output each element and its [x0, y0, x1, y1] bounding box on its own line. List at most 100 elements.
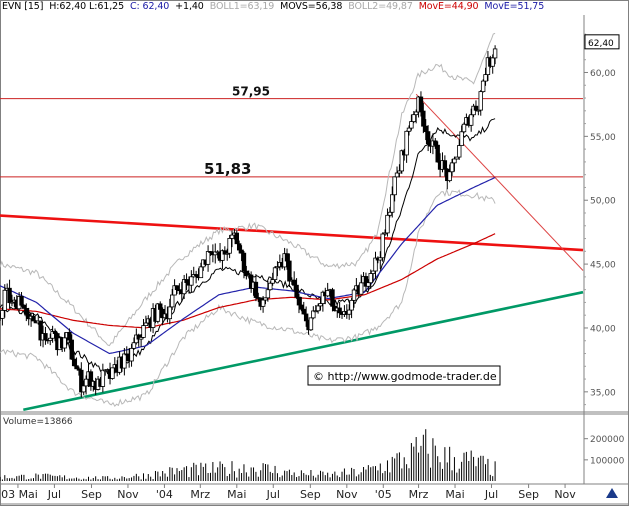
candle-body [313, 310, 318, 313]
candle-body [337, 307, 342, 314]
chart-header: EVN [15] H:62,40 L:61,25 C: 62,40 +1,40 … [2, 1, 547, 15]
header-change: +1,40 [175, 1, 204, 12]
candle-body [7, 287, 12, 304]
candle-body [143, 322, 149, 327]
candle-body [363, 276, 369, 287]
candle-body [449, 162, 455, 173]
candle-body [447, 171, 452, 182]
x-tick-label: Sep [518, 488, 539, 501]
candle-body [158, 303, 163, 310]
candle-body [0, 309, 5, 319]
x-tick-label: '03 Mai [0, 488, 38, 501]
candle-body [299, 304, 304, 310]
header-close: C: 62,40 [129, 1, 170, 12]
header-move-slow: MovE=44,90 [418, 1, 479, 12]
y-tick-label: 55,00 [590, 133, 616, 143]
x-tick-label: Nov [554, 488, 576, 501]
candle-body [270, 279, 275, 284]
x-tick-label: '04 [156, 488, 173, 501]
candle-body [181, 279, 187, 295]
move-slow-line [0, 233, 496, 329]
candle-body [234, 232, 239, 245]
candle-body [347, 309, 352, 315]
candle-body [19, 296, 24, 306]
candle-body [76, 368, 82, 371]
candle-body [43, 333, 48, 341]
candle-body [31, 315, 36, 322]
candle-body [253, 281, 259, 298]
candle-body [421, 110, 426, 127]
candle-body [122, 353, 127, 369]
candle-body [291, 279, 297, 286]
candle-body [461, 123, 467, 133]
candle-body [9, 301, 15, 304]
candle-body [24, 308, 29, 315]
candle-body [454, 156, 460, 160]
candle-body [265, 289, 271, 299]
candle-body [380, 233, 385, 259]
candle-body [433, 140, 438, 146]
candle-body [141, 325, 146, 338]
candle-body [406, 127, 412, 132]
candle-body [222, 250, 228, 255]
resistance-trendline [0, 214, 584, 252]
header-movs: MOVS=56,38 [280, 1, 343, 12]
candle-body [236, 243, 242, 251]
level-label-1: 51,83 [204, 160, 251, 178]
candle-body [368, 273, 373, 284]
candle-body [131, 342, 137, 349]
candle-body [248, 274, 254, 289]
candle-body [21, 304, 27, 309]
candle-body [52, 331, 58, 334]
candle-body [303, 313, 309, 322]
candle-body [413, 111, 419, 116]
candle-body [320, 291, 326, 304]
candle-body [418, 96, 424, 112]
candle-body [390, 194, 395, 213]
candle-body [48, 337, 53, 341]
x-tick-label: Jul [47, 488, 61, 501]
candle-body [311, 310, 316, 319]
candle-body [81, 385, 86, 393]
candle-body [397, 170, 402, 174]
candle-body [244, 270, 249, 277]
candle-body [457, 145, 462, 158]
volume-tick-label: 200000 [590, 435, 625, 445]
candle-body [174, 285, 180, 291]
candle-body [478, 91, 483, 111]
y-tick-label: 40,00 [590, 324, 616, 334]
last-price-label: 62,40 [588, 39, 614, 49]
last-price-box [584, 34, 620, 50]
x-tick-label: Nov [336, 488, 358, 501]
bollinger-lower-line [0, 188, 496, 408]
x-tick-label: Mrz [409, 488, 429, 501]
x-tick-label: Mai [227, 488, 246, 501]
candle-body [325, 290, 330, 297]
y-tick-label: 60,00 [590, 69, 616, 79]
candle-body [239, 249, 244, 254]
candle-body [473, 105, 479, 111]
header-symbol: EVN [15] [2, 1, 44, 12]
candle-body [189, 276, 194, 286]
x-tick-label: Jul [266, 488, 280, 501]
candle-body [301, 308, 306, 315]
candle-body [351, 289, 357, 301]
y-tick-label: 50,00 [590, 197, 616, 207]
y-tick-label: 45,00 [590, 261, 616, 271]
y-tick-label: 35,00 [590, 388, 616, 398]
candle-body [74, 365, 79, 370]
x-tick-label: Mai [445, 488, 464, 501]
candle-body [184, 279, 189, 283]
x-tick-label: Sep [81, 488, 102, 501]
candle-body [67, 331, 72, 341]
candle-body [155, 303, 161, 322]
candle-body [308, 317, 314, 331]
candle-body [88, 371, 94, 387]
candle-body [452, 158, 457, 164]
candle-body [330, 289, 335, 307]
candle-body [83, 378, 89, 387]
candle-body [358, 282, 364, 295]
candle-body [100, 369, 106, 387]
